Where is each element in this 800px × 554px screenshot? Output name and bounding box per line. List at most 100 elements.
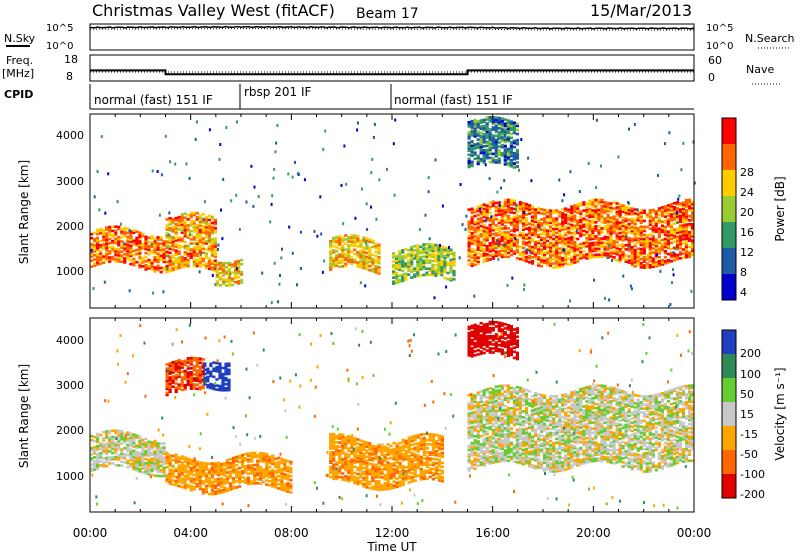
- power-cell: [537, 249, 541, 253]
- power-cell: [684, 215, 689, 218]
- power-cell: [341, 265, 345, 268]
- power-cell: [204, 264, 208, 268]
- power-cell: [594, 243, 598, 246]
- power-cell: [153, 268, 157, 271]
- power-cell: [494, 246, 498, 249]
- velocity-cell: [329, 453, 333, 456]
- velocity-cell: [224, 376, 228, 380]
- power-cell: [395, 277, 399, 281]
- power-cell: [648, 243, 652, 247]
- power-cell: [691, 208, 695, 212]
- power-cell: [440, 255, 444, 259]
- velocity-cell: [174, 390, 178, 393]
- power-cell: [576, 231, 580, 235]
- velocity-cell: [183, 476, 187, 480]
- power-cell: [392, 260, 396, 263]
- velocity-cell: [383, 463, 387, 467]
- power-cell: [482, 240, 486, 243]
- power-cell: [678, 232, 683, 236]
- velocity-cell: [335, 463, 339, 466]
- power-cell: [192, 246, 196, 249]
- power-cell: [342, 222, 345, 226]
- velocity-cell: [250, 464, 254, 467]
- power-cell: [207, 226, 211, 230]
- power-cell: [407, 269, 411, 272]
- power-cell: [440, 271, 444, 275]
- power-cell: [678, 202, 683, 205]
- power-cell: [183, 224, 187, 228]
- velocity-cell: [265, 467, 269, 470]
- velocity-cell: [192, 463, 196, 467]
- power-cell: [506, 221, 510, 224]
- power-cell: [609, 226, 613, 230]
- power-cell: [506, 239, 510, 242]
- power-cell: [600, 221, 604, 224]
- power-cell: [663, 260, 667, 263]
- power-cell: [579, 202, 583, 205]
- power-cell: [105, 238, 109, 241]
- power-cell: [171, 264, 175, 268]
- velocity-cell: [162, 472, 166, 476]
- power-cell: [624, 237, 628, 241]
- velocity-cell: [231, 485, 236, 488]
- power-cell: [500, 119, 504, 123]
- velocity-cell: [404, 474, 408, 477]
- power-cell: [271, 194, 274, 198]
- velocity-cell: [341, 458, 345, 461]
- velocity-cell: [341, 443, 345, 447]
- power-cell: [434, 247, 438, 251]
- power-cell: [341, 244, 345, 248]
- velocity-cell: [244, 481, 248, 484]
- velocity-cell: [189, 466, 193, 470]
- power-cell: [651, 216, 655, 220]
- power-cell: [476, 144, 480, 147]
- velocity-cell: [90, 434, 94, 438]
- velocity-cell: [401, 469, 405, 472]
- power-cell: [338, 259, 342, 263]
- velocity-cell: [219, 468, 224, 472]
- power-cell: [96, 259, 100, 262]
- power-cell: [561, 228, 565, 232]
- power-cell: [552, 243, 556, 247]
- power-cell: [482, 252, 486, 255]
- noise-tick-right-bottom: 10^0: [706, 41, 733, 52]
- power-cell: [165, 236, 169, 239]
- power-cell: [437, 246, 441, 250]
- power-cell: [527, 210, 532, 213]
- power-cell: [207, 228, 211, 232]
- velocity-cell: [224, 387, 228, 390]
- power-cell: [585, 257, 589, 260]
- power-cell: [183, 222, 187, 226]
- velocity-cell: [410, 472, 414, 475]
- velocity-cell: [168, 382, 172, 385]
- power-cell: [497, 153, 501, 156]
- power-cell: [606, 238, 610, 241]
- power-cell: [494, 252, 498, 256]
- velocity-cell: [398, 472, 402, 475]
- power-cell: [606, 248, 610, 251]
- power-cell: [524, 227, 529, 230]
- velocity-cell: [277, 468, 281, 472]
- power-cell: [642, 248, 646, 251]
- power-cell: [537, 258, 541, 261]
- velocity-cell: [374, 471, 378, 475]
- velocity-cell: [144, 441, 148, 445]
- power-cell: [204, 242, 208, 245]
- power-cell: [690, 289, 693, 293]
- power-cell: [497, 207, 501, 210]
- power-cell: [107, 172, 110, 176]
- power-cell: [120, 232, 124, 235]
- power-cell: [177, 246, 181, 249]
- power-cell: [485, 238, 489, 242]
- power-cell: [633, 244, 637, 248]
- velocity-cell: [171, 375, 175, 378]
- power-cell: [257, 195, 260, 198]
- velocity-cell: [192, 364, 196, 368]
- power-cell: [500, 253, 504, 257]
- velocity-cell: [386, 467, 390, 470]
- velocity-cell: [180, 471, 184, 475]
- power-cell: [636, 263, 640, 267]
- power-cell: [657, 260, 661, 263]
- noise-right-label: N.Search: [745, 32, 795, 45]
- velocity-cell: [416, 460, 420, 463]
